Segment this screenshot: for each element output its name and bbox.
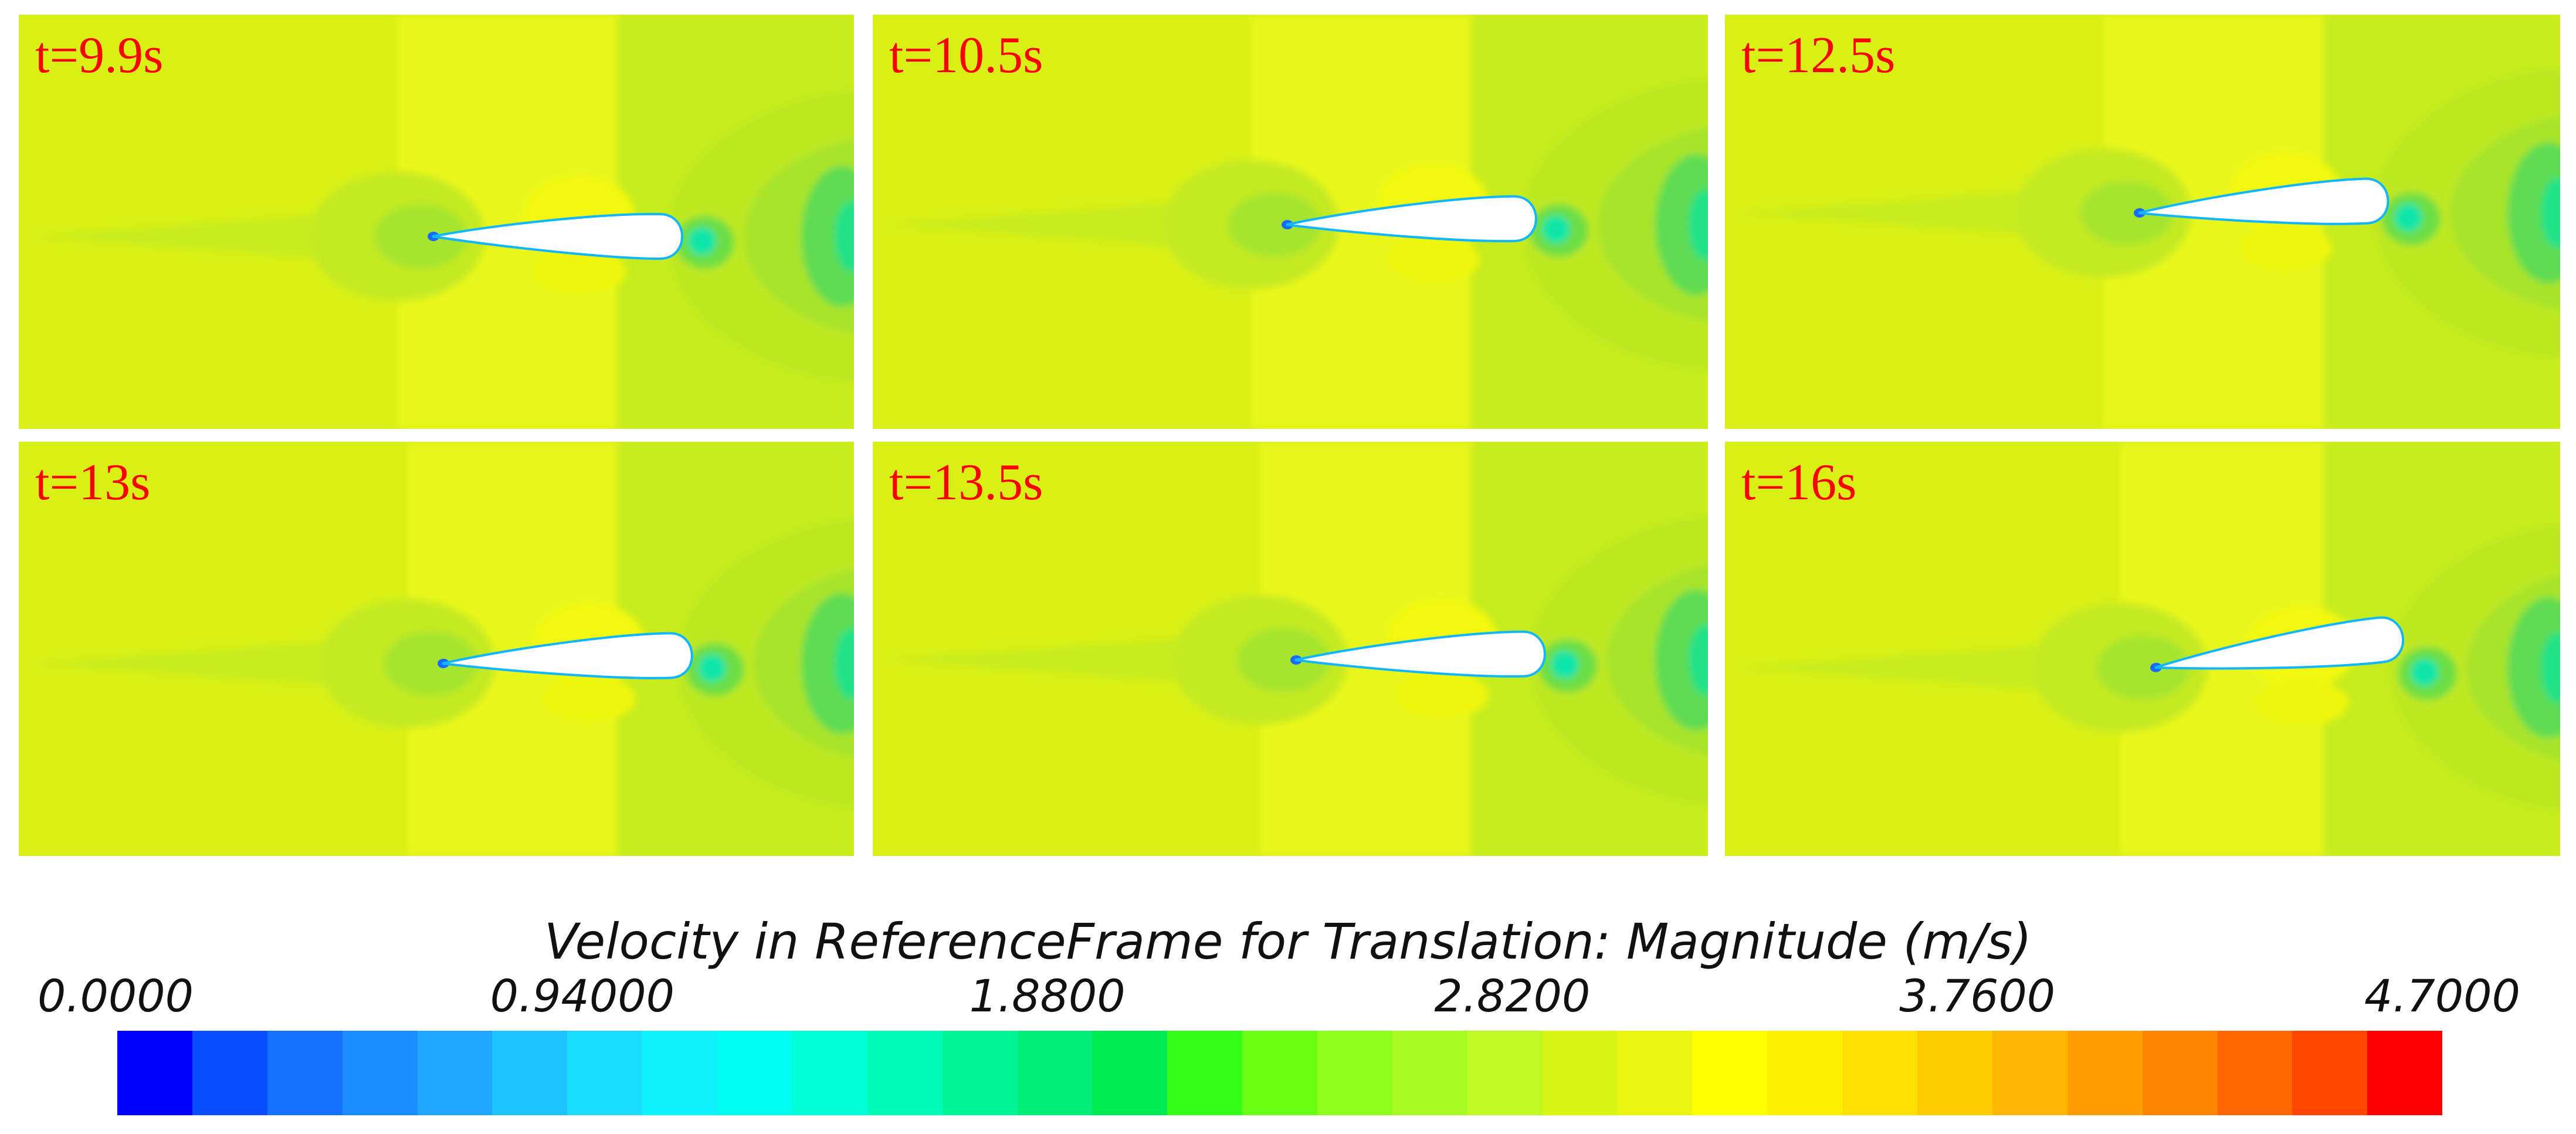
- high-velocity-zone: [2238, 225, 2332, 272]
- velocity-contour-plot: [1725, 15, 2560, 429]
- airfoil-body: [442, 632, 693, 679]
- panel-time-label: t=9.9s: [35, 27, 164, 84]
- stagnation-region: [374, 204, 467, 269]
- stagnation-region: [1228, 192, 1321, 257]
- colorbar-swatch: [942, 1031, 1018, 1115]
- panel-time-label: t=12.5s: [1741, 27, 1896, 84]
- trailing-edge-zone: [688, 227, 716, 255]
- colorbar: [117, 1031, 2443, 1115]
- colorbar-swatch: [2292, 1031, 2368, 1115]
- colorbar-swatch: [1167, 1031, 1243, 1115]
- colorbar-swatch: [417, 1031, 493, 1115]
- colorbar-swatch: [1092, 1031, 1168, 1115]
- wake-lobe: [801, 166, 854, 307]
- high-velocity-zone: [1386, 236, 1480, 283]
- contour-panel: t=12.5s: [1725, 15, 2560, 429]
- panel-time-label: t=13.5s: [889, 454, 1043, 511]
- colorbar-swatch: [567, 1031, 643, 1115]
- colorbar-swatch: [642, 1031, 717, 1115]
- airfoil: [2150, 616, 2405, 672]
- high-velocity-zone: [1395, 672, 1489, 719]
- colorbar-swatch: [492, 1031, 568, 1115]
- colorbar-swatch: [1017, 1031, 1093, 1115]
- panel-time-label: t=16s: [1741, 454, 1857, 511]
- wake-lobe: [835, 201, 854, 272]
- airfoil-body: [1286, 195, 1537, 243]
- stagnation-region: [2096, 635, 2190, 700]
- high-velocity-zone: [542, 675, 636, 722]
- stagnation-region: [384, 631, 477, 696]
- wake-lobe: [835, 628, 854, 699]
- wake-lobe: [801, 593, 854, 734]
- contour-panel: t=9.9s: [19, 15, 854, 429]
- stagnation-region: [2080, 181, 2174, 245]
- colorbar-swatch: [1692, 1031, 1768, 1115]
- colorbar-swatch: [1242, 1031, 1317, 1115]
- colorbar-tick-label: 0.94000: [490, 970, 674, 1022]
- colorbar-tick-label: 1.8800: [969, 970, 1126, 1022]
- colorbar-swatch: [2217, 1031, 2293, 1115]
- colorbar-title: Velocity in ReferenceFrame for Translati…: [544, 913, 2032, 970]
- colorbar-swatch: [2367, 1031, 2443, 1115]
- panel-time-label: t=10.5s: [889, 27, 1043, 84]
- velocity-contour-plot: [19, 15, 854, 429]
- airfoil-body: [432, 212, 683, 260]
- colorbar-swatch: [117, 1031, 192, 1115]
- wake-lobe: [1689, 189, 1708, 260]
- high-velocity-zone: [2255, 679, 2348, 726]
- colorbar-swatch: [1842, 1031, 1917, 1115]
- trailing-edge-zone: [1542, 215, 1570, 243]
- colorbar-swatch: [1617, 1031, 1693, 1115]
- colorbar-swatch: [1467, 1031, 1543, 1115]
- colorbar-swatch: [1767, 1031, 1843, 1115]
- airfoil: [1282, 195, 1537, 243]
- colorbar-tick-label: 0.0000: [38, 970, 194, 1022]
- wake-lobe: [1655, 154, 1708, 295]
- airfoil-body: [1294, 630, 1546, 678]
- high-velocity-zone: [532, 248, 626, 295]
- contour-panel: t=10.5s: [873, 15, 1708, 429]
- wake-lobe: [2541, 632, 2560, 703]
- contour-panel: t=13.5s: [873, 442, 1708, 856]
- airfoil: [2134, 177, 2389, 225]
- airfoil-body: [2138, 177, 2389, 225]
- trailing-edge-zone: [698, 654, 726, 682]
- colorbar-swatch: [867, 1031, 943, 1115]
- colorbar-swatch: [1392, 1031, 1467, 1115]
- colorbar-swatch: [342, 1031, 418, 1115]
- colorbar-swatch: [1542, 1031, 1618, 1115]
- colorbar-tick-label: 3.7600: [1899, 970, 2056, 1022]
- wake-lobe: [2507, 597, 2560, 738]
- contour-panel: t=16s: [1725, 442, 2560, 856]
- airfoil: [1290, 630, 1546, 678]
- wake-lobe: [1689, 625, 1708, 695]
- stagnation-region: [1236, 628, 1330, 692]
- colorbar-swatch: [192, 1031, 267, 1115]
- velocity-contour-plot: [1725, 442, 2560, 856]
- panel-time-label: t=13s: [35, 454, 151, 511]
- trailing-edge-zone: [2411, 658, 2439, 686]
- airfoil: [428, 212, 683, 260]
- trailing-edge-zone: [1551, 651, 1579, 679]
- colorbar-swatch: [267, 1031, 343, 1115]
- colorbar-swatch: [1992, 1031, 2067, 1115]
- colorbar-swatch: [2067, 1031, 2143, 1115]
- wake-lobe: [1655, 590, 1708, 730]
- velocity-contour-plot: [873, 442, 1708, 856]
- colorbar-tick-label: 2.8200: [1434, 970, 1591, 1022]
- colorbar-swatch: [1317, 1031, 1392, 1115]
- wake-lobe: [2507, 143, 2560, 283]
- colorbar-swatch: [792, 1031, 867, 1115]
- velocity-contour-plot: [873, 15, 1708, 429]
- colorbar-tick-label: 4.7000: [2364, 970, 2520, 1022]
- colorbar-swatch: [2142, 1031, 2218, 1115]
- airfoil-body: [2154, 616, 2405, 670]
- colorbar-swatch: [717, 1031, 792, 1115]
- wake-lobe: [2541, 178, 2560, 248]
- velocity-contour-plot: [19, 442, 854, 856]
- contour-panel: t=13s: [19, 442, 854, 856]
- airfoil: [438, 632, 693, 679]
- trailing-edge-zone: [2394, 204, 2422, 232]
- colorbar-swatch: [1917, 1031, 1992, 1115]
